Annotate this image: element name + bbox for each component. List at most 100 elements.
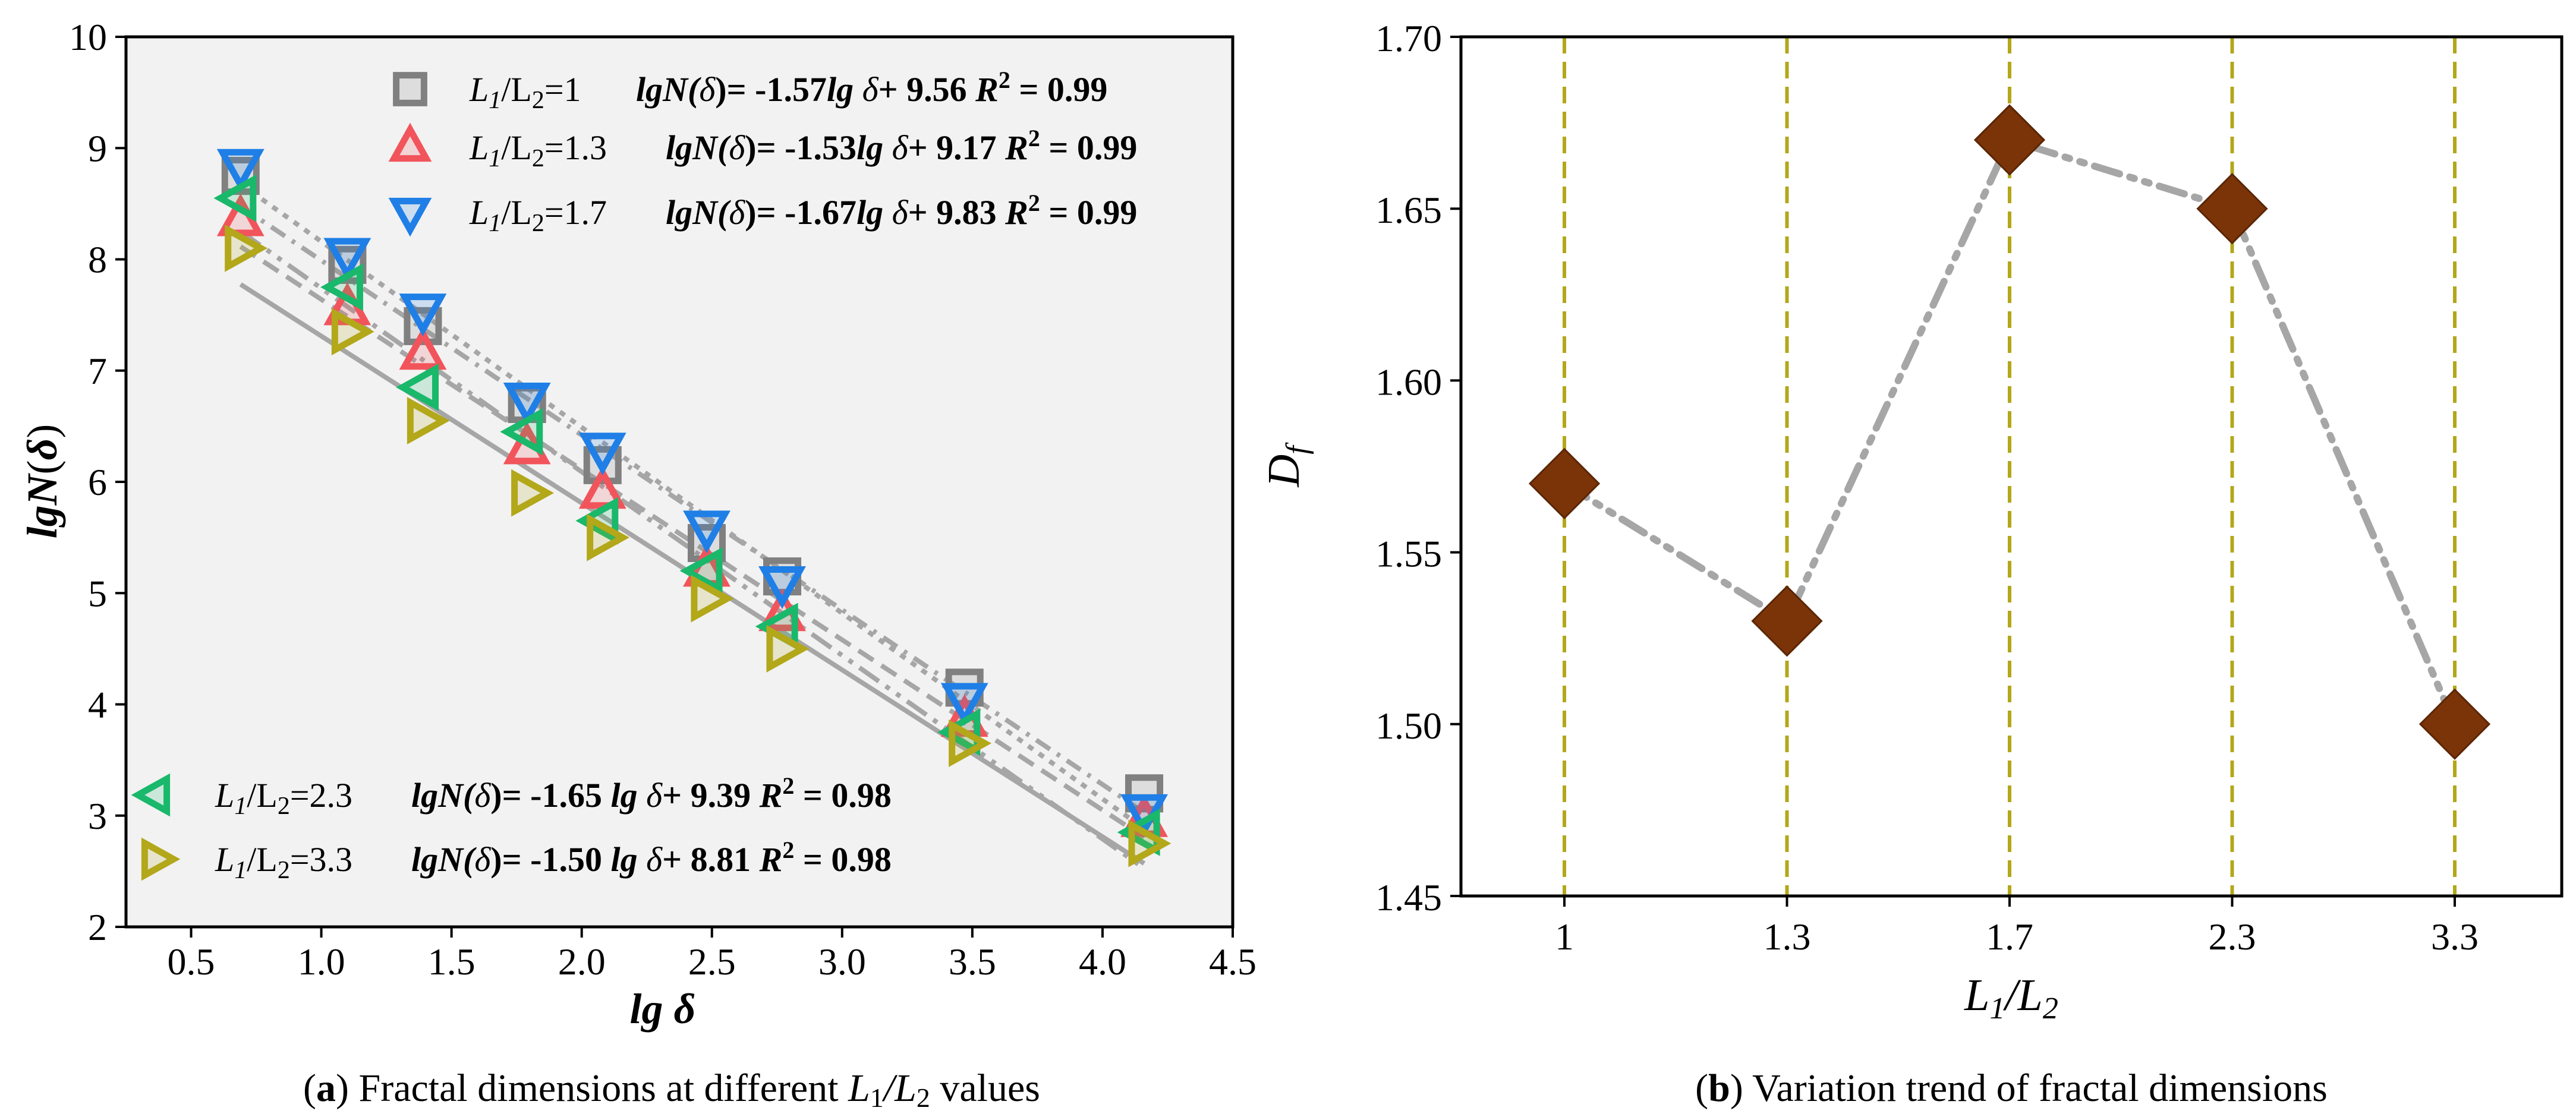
y-tick-label: 8 [88,239,107,281]
legend-equation-part: δ [474,840,491,879]
x-tick-label: 2.5 [688,941,736,983]
panel-a-caption-space [839,1066,849,1110]
panel-b-x-label-sub1: 1 [1989,992,2005,1026]
panel-a-caption-close-paren: ) [336,1066,358,1110]
legend-label-l: L [469,70,489,109]
panel-b-plot-frame [1459,35,2564,898]
data-point-series-3-7 [758,566,807,609]
legend-equation-part: )= -1.67 [745,193,856,232]
panel-b-chart: 1 1.3 1.7 2.3 3.3 1.45 1.50 1.55 1.60 1.65 1.70 L… [1259,17,2564,1110]
data-point-series-3-4 [503,382,551,425]
legend-label-l: L [469,193,489,232]
legend-equation-part: R [1004,128,1028,167]
data-point-series-5-1 [225,224,268,272]
data-point-series-5-8 [949,720,992,767]
legend-label-sub2: 2 [278,793,290,820]
y-tick-label: 7 [88,350,107,392]
panel-a-y-label-lgn: lgN [18,472,66,538]
legend-equation-part: + 9.83 [908,193,1006,232]
x-tick-label: 1.0 [298,941,345,983]
y-tick-label: 1.60 [1375,361,1442,403]
y-tick-label: 2 [88,906,107,948]
data-point-series-5-6 [691,575,734,623]
panel-a-data-points [213,149,1172,867]
fit-line-1 [239,204,1146,815]
data-point-series-5-3 [407,397,450,444]
data-point-series-3-1 [216,149,264,192]
panel-a-caption-space2 [930,1066,940,1110]
legend-equation-part: δ [638,840,663,879]
legend-equation-part: lgN( [666,128,731,167]
legend-equation-part: 2 [782,772,794,799]
legend-equation-part: + 9.39 [662,776,760,815]
x-tick-label: 3.3 [2431,916,2479,958]
df-data-point [2196,173,2268,245]
x-tick-label: 3.0 [818,941,866,983]
panel-b-y-axis-label: Df [1259,442,1314,488]
legend-marker-3 [388,197,432,237]
legend-equation-part: δ [883,193,909,232]
df-data-point [1528,447,1601,520]
x-tick-label: 4.0 [1079,941,1126,983]
panel-a-caption-letter: a [316,1066,336,1110]
panel-b-y-label-d: D [1259,455,1309,488]
legend-equation-part: )= -1.57 [715,70,827,109]
panel-b-caption-close-paren: ) [1730,1066,1752,1110]
y-tick-label: 3 [88,795,107,837]
data-point-series-4-6 [679,547,723,595]
legend-equation-part: δ [699,70,716,109]
legend-equation-part: lg [856,128,883,167]
x-tick-label: 2.0 [558,941,606,983]
df-data-point [2418,688,2491,760]
legend-equation-part: = 0.99 [1040,128,1138,167]
legend-equation-part: lg [610,840,637,879]
x-tick-label: 1.3 [1763,916,1811,958]
legend-label-sub1: 1 [489,145,501,172]
df-data-point [1751,585,1823,657]
panel-b-caption-letter: b [1708,1066,1730,1110]
legend-label-5: L1/L2=3.3 [215,840,352,884]
y-tick-label: 1.50 [1375,705,1442,747]
legend-equation-3: lgN(δ)= -1.67lg δ+ 9.83 R2 = 0.99 [666,190,1137,232]
legend-marker-2 [388,122,432,162]
legend-equation-part: = 0.99 [1040,193,1138,232]
panel-a-y-label-paren-open: ( [18,460,66,474]
legend-equation-part: 2 [782,837,794,863]
legend-equation-part: δ [883,128,909,167]
y-tick-label: 9 [88,127,107,169]
panel-a-caption-l1: L [848,1066,870,1110]
x-tick-label: 0.5 [168,941,215,983]
legend-label-slash: /L [501,70,532,109]
panel-a-caption-suffix: values [940,1066,1040,1110]
legend-equation-part: lgN( [411,840,477,879]
legend-label-l: L [215,776,234,815]
legend-equation-part: )= -1.50 [490,840,610,879]
panel-b-y-label-sub: f [1280,442,1314,455]
x-tick-label: 1 [1555,916,1574,958]
legend-equation-part: + 9.56 [878,70,976,109]
legend-label-sub1: 1 [234,857,247,884]
panel-a-legend: L1/L2=1 lgN(δ)= -1.57lg δ+ 9.56 R2 = 0.99… [131,67,1138,884]
fit-line-4 [239,229,1146,870]
legend-label-ratio: =2.3 [290,776,352,815]
legend-equation-part: lgN( [411,776,477,815]
y-tick-label: 6 [88,461,107,503]
x-tick-label: 4.5 [1209,941,1256,983]
legend-label-sub2: 2 [532,145,544,172]
legend-equation-part: δ [638,776,663,815]
legend-equation-part: R [759,776,783,815]
panel-a-x-ticks: 0.5 1.0 1.5 2.0 2.5 3.0 3.5 4.0 4.5 [168,927,1256,983]
panel-a-caption-slash: /L [881,1066,917,1110]
legend-label-sub2: 2 [532,210,544,237]
legend-equation-part: = 0.99 [1010,70,1108,109]
legend-equation-part: 2 [999,67,1010,93]
panel-a-caption: (a) Fractal dimensions at different L1/L… [303,1066,1040,1113]
legend-equation-part: + 9.17 [908,128,1006,167]
data-point-series-3-8 [940,683,988,726]
legend-equation-part: lgN( [666,193,731,232]
legend-equation-part: δ [729,193,745,232]
x-tick-label: 1.7 [1986,916,2033,958]
legend-label-sub2: 2 [532,87,544,114]
legend-equation-part: lg [610,776,637,815]
